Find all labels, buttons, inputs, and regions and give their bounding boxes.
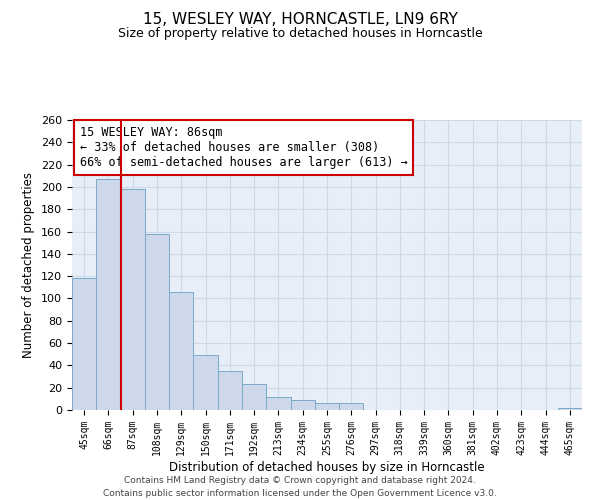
Text: Contains HM Land Registry data © Crown copyright and database right 2024.
Contai: Contains HM Land Registry data © Crown c…: [103, 476, 497, 498]
Bar: [169, 292, 193, 410]
Bar: [315, 404, 339, 410]
Text: 15, WESLEY WAY, HORNCASTLE, LN9 6RY: 15, WESLEY WAY, HORNCASTLE, LN9 6RY: [143, 12, 457, 28]
Bar: [339, 404, 364, 410]
Text: Size of property relative to detached houses in Horncastle: Size of property relative to detached ho…: [118, 28, 482, 40]
Bar: [145, 234, 169, 410]
Text: 15 WESLEY WAY: 86sqm
← 33% of detached houses are smaller (308)
66% of semi-deta: 15 WESLEY WAY: 86sqm ← 33% of detached h…: [80, 126, 407, 169]
Bar: [96, 179, 121, 410]
Bar: [218, 371, 242, 410]
Bar: [290, 400, 315, 410]
Bar: [242, 384, 266, 410]
Bar: [72, 278, 96, 410]
Bar: [266, 396, 290, 410]
X-axis label: Distribution of detached houses by size in Horncastle: Distribution of detached houses by size …: [169, 460, 485, 473]
Bar: [193, 356, 218, 410]
Bar: [121, 189, 145, 410]
Bar: [558, 408, 582, 410]
Y-axis label: Number of detached properties: Number of detached properties: [22, 172, 35, 358]
